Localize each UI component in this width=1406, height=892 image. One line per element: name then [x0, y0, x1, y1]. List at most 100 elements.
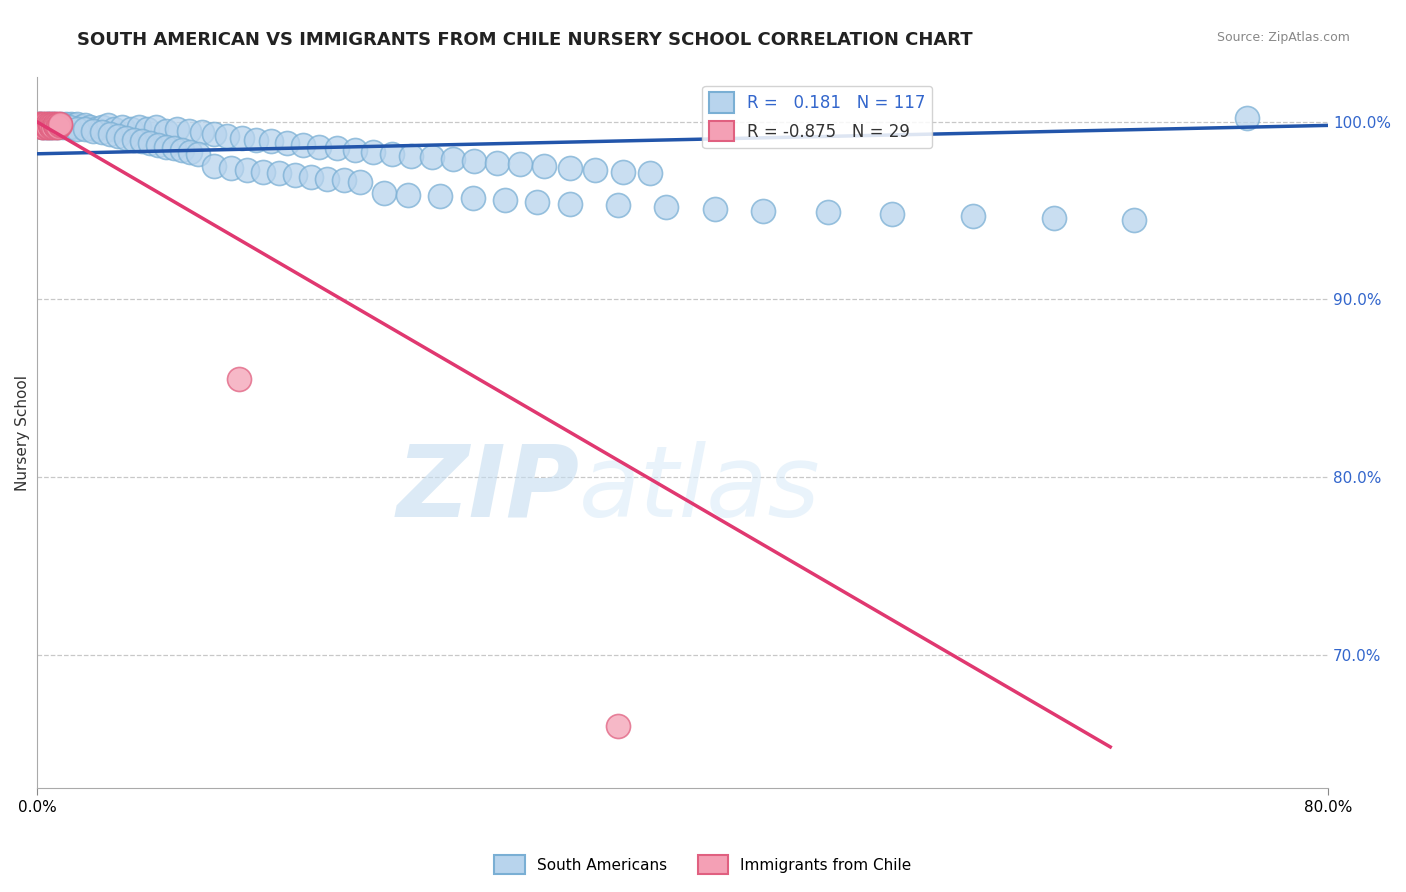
Point: [35, 120, 58, 135]
Point: [69, 120, 91, 135]
Point: [558, 161, 581, 175]
Point: [48, 117, 70, 131]
Point: [45, 120, 67, 135]
Point: [37, 120, 59, 135]
Point: [42, 117, 65, 131]
Point: [299, 169, 322, 184]
Point: [30, 119, 52, 133]
Point: [401, 148, 423, 162]
Point: [46, 120, 69, 135]
Y-axis label: Nursery School: Nursery School: [15, 375, 30, 491]
Legend: South Americans, Immigrants from Chile: South Americans, Immigrants from Chile: [488, 849, 918, 880]
Point: [219, 161, 242, 175]
Point: [41, 120, 63, 135]
Point: [245, 132, 267, 146]
Point: [37, 119, 59, 133]
Point: [752, 203, 775, 218]
Point: [31, 119, 53, 133]
Point: [107, 129, 129, 144]
Point: [45, 117, 67, 131]
Point: [34, 119, 56, 133]
Point: [326, 141, 349, 155]
Point: [35, 119, 58, 133]
Point: [46, 120, 69, 135]
Point: [63, 119, 86, 133]
Point: [284, 168, 307, 182]
Point: [75, 119, 97, 133]
Point: [267, 166, 290, 180]
Point: [396, 187, 419, 202]
Point: [187, 146, 209, 161]
Point: [44, 119, 66, 133]
Point: [38, 119, 60, 133]
Point: [558, 196, 581, 211]
Point: [190, 126, 212, 140]
Point: [48, 119, 70, 133]
Point: [66, 122, 89, 136]
Point: [463, 153, 485, 168]
Point: [34, 117, 56, 131]
Point: [90, 120, 112, 135]
Point: [509, 157, 531, 171]
Point: [122, 132, 145, 146]
Point: [58, 119, 80, 133]
Point: [204, 128, 226, 142]
Text: SOUTH AMERICAN VS IMMIGRANTS FROM CHILE NURSERY SCHOOL CORRELATION CHART: SOUTH AMERICAN VS IMMIGRANTS FROM CHILE …: [77, 31, 973, 49]
Point: [37, 117, 59, 131]
Point: [316, 171, 339, 186]
Legend: R =   0.181   N = 117, R = -0.875   N = 29: R = 0.181 N = 117, R = -0.875 N = 29: [703, 86, 932, 148]
Text: ZIP: ZIP: [396, 441, 579, 538]
Point: [34, 119, 56, 133]
Point: [361, 145, 384, 159]
Point: [146, 137, 169, 152]
Text: atlas: atlas: [579, 441, 821, 538]
Point: [120, 122, 142, 136]
Point: [56, 120, 79, 135]
Point: [638, 166, 661, 180]
Point: [172, 143, 194, 157]
Point: [82, 124, 104, 138]
Point: [44, 120, 66, 135]
Point: [882, 207, 904, 221]
Point: [526, 194, 548, 209]
Point: [38, 117, 60, 131]
Point: [35, 117, 58, 131]
Point: [59, 117, 82, 131]
Point: [66, 117, 89, 131]
Point: [97, 119, 120, 133]
Point: [292, 137, 315, 152]
Point: [55, 117, 77, 131]
Point: [308, 139, 330, 153]
Point: [31, 120, 53, 135]
Point: [111, 120, 134, 135]
Point: [48, 119, 70, 133]
Point: [228, 372, 250, 386]
Point: [42, 117, 65, 131]
Point: [45, 119, 67, 133]
Point: [155, 139, 177, 153]
Point: [179, 145, 201, 159]
Point: [128, 120, 150, 135]
Point: [31, 119, 53, 133]
Point: [32, 117, 55, 131]
Point: [533, 159, 555, 173]
Point: [612, 164, 634, 178]
Point: [485, 155, 508, 169]
Point: [41, 117, 63, 131]
Point: [49, 117, 72, 131]
Point: [349, 175, 371, 189]
Point: [252, 164, 274, 178]
Point: [62, 120, 84, 135]
Point: [1042, 211, 1064, 225]
Point: [84, 122, 107, 136]
Point: [32, 120, 55, 135]
Point: [35, 120, 58, 135]
Point: [135, 122, 157, 136]
Point: [103, 122, 125, 136]
Point: [58, 120, 80, 135]
Point: [139, 136, 162, 150]
Point: [145, 120, 167, 135]
Point: [607, 718, 630, 732]
Point: [166, 122, 188, 136]
Point: [1123, 212, 1146, 227]
